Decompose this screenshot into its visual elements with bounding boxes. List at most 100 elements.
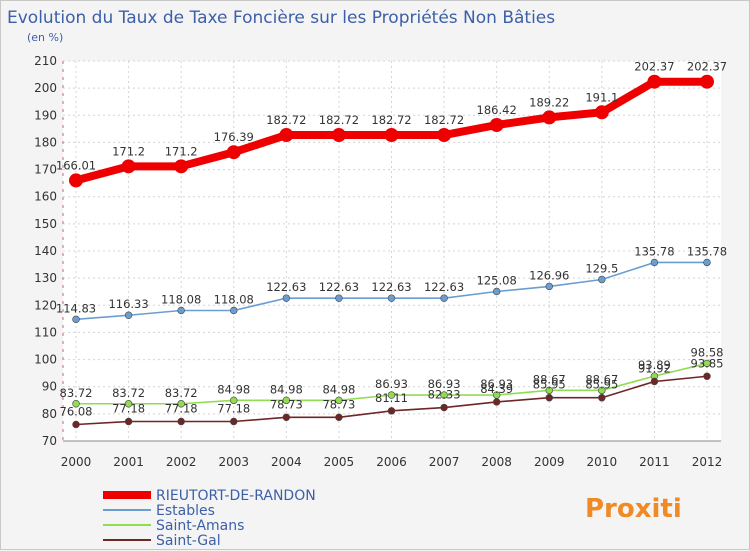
data-point [124,400,133,408]
data-point [650,258,659,267]
data-point [703,258,711,267]
data-label: 93.89 [638,358,671,372]
data-point [226,145,241,160]
y-tick-label: 190 [34,108,57,122]
data-label: 86.93 [375,377,408,391]
data-label: 135.78 [687,244,727,258]
y-tick-label: 170 [34,163,57,177]
series-layer: 166.01 171.2 171.2 176.39 182.72 182.72 182.72… [56,60,727,429]
data-label: 86.93 [428,377,461,391]
data-label: 122.63 [371,280,411,294]
data-point [545,394,553,402]
data-label: 182.72 [319,113,359,127]
data-label: 84.39 [480,382,513,396]
data-label: 122.63 [319,280,359,294]
data-label: 182.72 [371,113,411,127]
data-label: 84.98 [217,382,250,396]
data-point [177,306,185,315]
data-point [647,74,662,89]
data-point [69,173,83,188]
data-label: 98.58 [691,345,724,359]
y-tick-label: 210 [34,54,57,68]
data-label: 118.08 [214,292,254,306]
data-label: 135.78 [634,244,674,258]
data-point [335,413,343,422]
x-tick-label: 2000 [61,455,92,469]
data-label: 122.63 [424,280,464,294]
data-point [598,386,606,395]
data-point [542,110,557,125]
data-label: 77.18 [112,402,145,416]
data-point [282,294,291,302]
data-point [230,306,238,315]
data-label: 88.67 [585,372,618,386]
series-saint-amans: 83.72 83.72 83.72 84.98 84.98 84.98 86.93 86.93… [60,345,724,408]
data-point [124,417,133,426]
data-point [282,396,291,405]
data-point [121,159,136,174]
data-label: 171.2 [112,144,145,158]
data-label: 189.22 [529,95,569,109]
series-estables: 114.83 116.33 118.08 118.08 122.63 122.63 122.… [56,244,727,324]
data-point [703,372,711,380]
data-point [440,403,448,412]
data-label: 118.08 [161,292,201,306]
data-label: 186.42 [477,103,517,117]
y-tick-label: 150 [34,217,57,231]
data-label: 77.18 [165,402,198,416]
data-point [72,420,80,429]
data-label: 93.85 [691,356,724,370]
x-tick-label: 2009 [534,455,565,469]
data-label: 166.01 [56,158,96,172]
y-tick-label: 130 [34,271,57,285]
data-point [650,377,659,386]
data-point [387,407,396,415]
data-label: 81.11 [375,391,408,405]
x-tick-label: 2006 [376,455,407,469]
data-label: 83.72 [112,386,145,400]
data-point [230,417,238,426]
data-point [384,128,399,143]
data-label: 88.67 [533,372,566,386]
data-point [700,74,714,89]
data-point [230,396,238,405]
x-tick-label: 2012 [692,455,723,469]
data-label: 84.98 [322,382,355,396]
data-point [703,359,711,368]
data-point [437,128,452,143]
y-tick-label: 90 [42,380,57,394]
axes: 7080901001101201301401501601701801902002… [34,54,722,469]
x-tick-label: 2010 [587,455,618,469]
data-label: 76.08 [60,404,93,418]
y-tick-label: 200 [34,81,57,95]
data-label: 171.2 [165,144,198,158]
data-point [335,294,343,302]
x-tick-label: 2002 [166,455,197,469]
data-point [387,391,396,399]
data-label: 126.96 [529,268,569,282]
data-label: 85.95 [533,378,566,392]
series-saint-gal: 76.08 77.18 77.18 77.18 78.73 78.73 81.11 82.33… [60,356,724,429]
data-point [72,315,80,324]
data-point [440,391,448,399]
data-label: 83.72 [165,386,198,400]
y-tick-label: 80 [42,407,57,421]
data-point [545,386,553,395]
data-point [174,159,189,174]
legend-item-rieutort-de-randon: RIEUTORT-DE-RANDON [156,488,316,504]
data-point [177,400,185,408]
data-label: 77.18 [217,402,250,416]
data-label: 114.83 [56,301,96,315]
legend-item-saint-gal: Saint-Gal [156,533,221,549]
unit-label: (en %) [27,31,63,44]
data-point [177,417,185,426]
grid [63,60,721,442]
data-point [282,413,291,422]
data-label: 82.33 [428,388,461,402]
data-label: 78.73 [270,397,303,411]
data-point [598,275,606,284]
data-label: 83.72 [60,386,93,400]
chart-title: Evolution du Taux de Taxe Foncière sur l… [7,8,555,28]
